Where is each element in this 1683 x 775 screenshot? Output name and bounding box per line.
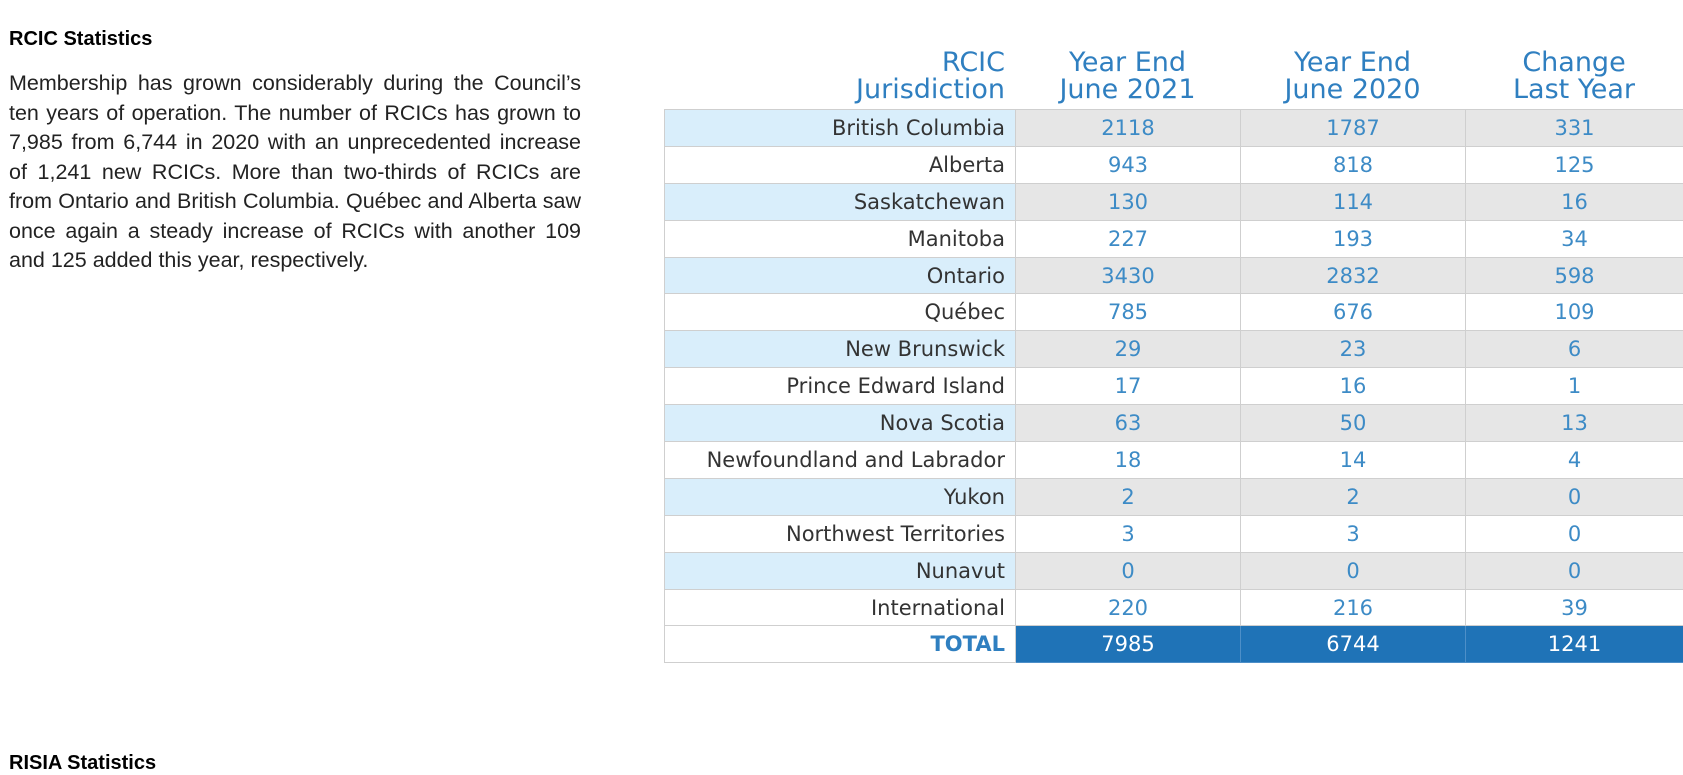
change-cell: 0 [1466,552,1683,589]
change-cell: 1 [1466,368,1683,405]
change-cell: 598 [1466,257,1683,294]
year-2021-cell: 0 [1016,552,1241,589]
next-section-title: RISIA Statistics [9,752,156,775]
year-2021-cell: 18 [1016,442,1241,479]
year-2021-cell: 29 [1016,331,1241,368]
change-cell: 4 [1466,442,1683,479]
rcic-jurisdiction-table: RCIC Jurisdiction Year End June 2021 Yea… [664,32,1683,663]
rcic-statistics-section: RCIC Statistics Membership has grown con… [9,28,581,276]
jurisdiction-cell: Nova Scotia [665,405,1016,442]
year-2021-cell: 785 [1016,294,1241,331]
jurisdiction-cell: Newfoundland and Labrador [665,442,1016,479]
header-year-2020: Year End June 2020 [1240,49,1465,109]
year-2020-cell: 50 [1241,405,1466,442]
year-2020-cell: 16 [1241,368,1466,405]
change-cell: 6 [1466,331,1683,368]
year-2020-cell: 676 [1241,294,1466,331]
jurisdiction-cell: Nunavut [665,552,1016,589]
jurisdiction-cell: Northwest Territories [665,515,1016,552]
change-cell: 331 [1466,110,1683,147]
change-cell: 109 [1466,294,1683,331]
change-cell: 0 [1466,478,1683,515]
jurisdiction-cell: International [665,589,1016,626]
change-cell: 13 [1466,405,1683,442]
year-2021-cell: 130 [1016,183,1241,220]
header-year-2021: Year End June 2021 [1015,49,1240,109]
change-cell: 39 [1466,589,1683,626]
change-cell: 16 [1466,183,1683,220]
year-2020-cell: 2 [1241,478,1466,515]
jurisdiction-cell: Ontario [665,257,1016,294]
total-label: TOTAL [665,626,1016,663]
year-2021-cell: 220 [1016,589,1241,626]
change-cell: 125 [1466,146,1683,183]
year-2020-cell: 1787 [1241,110,1466,147]
year-2021-cell: 2118 [1016,110,1241,147]
jurisdiction-cell: Québec [665,294,1016,331]
year-2020-cell: 193 [1241,220,1466,257]
total-year-2020-cell: 6744 [1241,626,1466,663]
change-cell: 34 [1466,220,1683,257]
change-cell: 0 [1466,515,1683,552]
year-2020-cell: 23 [1241,331,1466,368]
section-title: RCIC Statistics [9,28,581,51]
year-2021-cell: 3430 [1016,257,1241,294]
year-2021-cell: 17 [1016,368,1241,405]
year-2021-cell: 227 [1016,220,1241,257]
year-2020-cell: 2832 [1241,257,1466,294]
year-2020-cell: 14 [1241,442,1466,479]
header-change: Change Last Year [1465,49,1683,109]
jurisdiction-cell: Yukon [665,478,1016,515]
total-change-cell: 1241 [1466,626,1683,663]
year-2020-cell: 818 [1241,146,1466,183]
section-paragraph: Membership has grown considerably during… [9,69,581,276]
jurisdiction-cell: Prince Edward Island [665,368,1016,405]
header-jurisdiction: RCIC Jurisdiction [664,49,1015,109]
total-year-2021-cell: 7985 [1016,626,1241,663]
year-2020-cell: 3 [1241,515,1466,552]
jurisdiction-cell: British Columbia [665,110,1016,147]
jurisdiction-cell: Saskatchewan [665,183,1016,220]
table-header: RCIC Jurisdiction Year End June 2021 Yea… [664,32,1683,109]
year-2020-cell: 0 [1241,552,1466,589]
jurisdiction-cell: New Brunswick [665,331,1016,368]
year-2021-cell: 2 [1016,478,1241,515]
year-2021-cell: 63 [1016,405,1241,442]
jurisdiction-cell: Manitoba [665,220,1016,257]
year-2020-cell: 216 [1241,589,1466,626]
year-2020-cell: 114 [1241,183,1466,220]
year-2021-cell: 3 [1016,515,1241,552]
jurisdiction-cell: Alberta [665,146,1016,183]
year-2021-cell: 943 [1016,146,1241,183]
